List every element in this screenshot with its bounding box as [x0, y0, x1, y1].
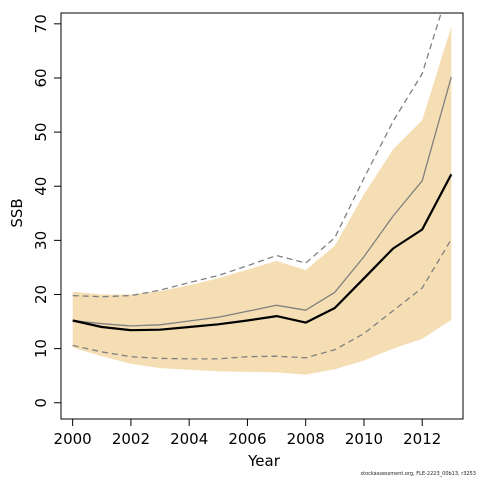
x-tick-label: 2012 [403, 430, 441, 448]
y-tick-label: 20 [32, 285, 50, 304]
x-tick-label: 2010 [345, 430, 383, 448]
y-axis-title: SSB [8, 198, 26, 227]
y-tick-label: 10 [32, 339, 50, 358]
y-tick-label: 30 [32, 231, 50, 250]
x-tick-label: 2008 [287, 430, 325, 448]
plot-area [72, 13, 453, 375]
dashed-bound-line [72, 238, 452, 360]
y-tick-label: 50 [32, 123, 50, 142]
confidence-band [72, 26, 452, 375]
x-axis: 2000 2002 2004 2006 2008 2010 2012 [54, 419, 441, 448]
y-tick-label: 0 [32, 398, 50, 408]
y-tick-label: 70 [32, 14, 50, 33]
ssb-estimate-line [72, 173, 453, 332]
grey-line [72, 76, 452, 327]
y-axis: 0 10 20 30 40 50 60 70 [32, 14, 61, 408]
x-tick-label: 2000 [54, 430, 92, 448]
x-tick-label: 2006 [228, 430, 266, 448]
plot-frame [60, 12, 464, 420]
x-tick-label: 2004 [170, 430, 208, 448]
series-lines [72, 13, 453, 360]
x-tick-label: 2002 [112, 430, 150, 448]
footnote: stockassessment.org, FLE-2223_00b13, r32… [360, 471, 477, 477]
y-tick-label: 60 [32, 68, 50, 87]
dashed-bound-line [72, 13, 442, 298]
y-tick-label: 40 [32, 177, 50, 196]
x-axis-title: Year [247, 452, 281, 470]
